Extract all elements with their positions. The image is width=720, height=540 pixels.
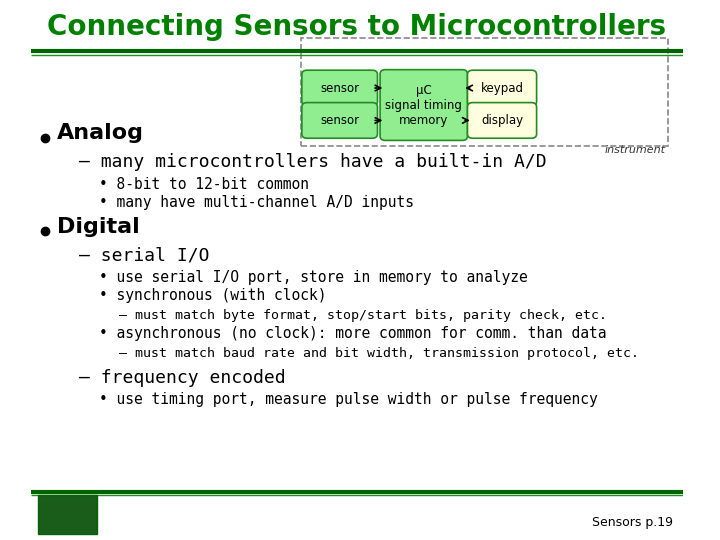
Text: • synchronous (with clock): • synchronous (with clock) [99, 288, 327, 303]
Text: Sensors p.19: Sensors p.19 [592, 516, 673, 529]
Text: • many have multi-channel A/D inputs: • many have multi-channel A/D inputs [99, 194, 414, 210]
Text: Digital: Digital [57, 217, 140, 237]
Text: μC
signal timing
memory: μC signal timing memory [385, 84, 462, 126]
Text: sensor: sensor [320, 114, 359, 127]
Text: • asynchronous (no clock): more common for comm. than data: • asynchronous (no clock): more common f… [99, 326, 606, 341]
FancyBboxPatch shape [467, 103, 536, 138]
FancyBboxPatch shape [38, 495, 97, 534]
Text: instrument: instrument [605, 145, 666, 155]
FancyBboxPatch shape [302, 103, 377, 138]
Text: – serial I/O: – serial I/O [79, 247, 210, 265]
Text: • 8-bit to 12-bit common: • 8-bit to 12-bit common [99, 177, 309, 192]
Text: – must match byte format, stop/start bits, parity check, etc.: – must match byte format, stop/start bit… [119, 309, 606, 322]
Text: Connecting Sensors to Microcontrollers: Connecting Sensors to Microcontrollers [47, 13, 666, 41]
Text: • use serial I/O port, store in memory to analyze: • use serial I/O port, store in memory t… [99, 270, 528, 285]
Text: • use timing port, measure pulse width or pulse frequency: • use timing port, measure pulse width o… [99, 392, 598, 407]
Text: display: display [481, 114, 523, 127]
Text: – many microcontrollers have a built-in A/D: – many microcontrollers have a built-in … [79, 153, 547, 171]
Text: – must match baud rate and bit width, transmission protocol, etc.: – must match baud rate and bit width, tr… [119, 347, 639, 360]
Text: – frequency encoded: – frequency encoded [79, 369, 286, 387]
Text: sensor: sensor [320, 82, 359, 94]
FancyBboxPatch shape [302, 70, 377, 106]
Text: Analog: Analog [57, 123, 144, 143]
FancyBboxPatch shape [467, 70, 536, 106]
Text: keypad: keypad [480, 82, 523, 94]
FancyBboxPatch shape [301, 38, 667, 146]
FancyBboxPatch shape [380, 70, 467, 140]
